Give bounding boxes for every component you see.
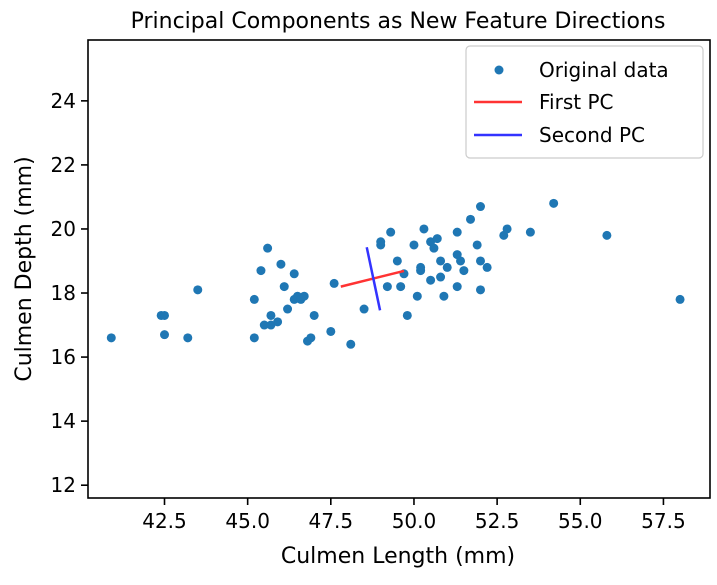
data-point [475, 202, 485, 212]
data-point [426, 275, 436, 285]
legend-label-first-pc: First PC [539, 90, 613, 114]
data-point [482, 262, 492, 272]
data-point [412, 291, 422, 301]
data-point [475, 256, 485, 266]
legend-label-second-pc: Second PC [539, 123, 645, 147]
data-point [276, 259, 286, 269]
data-point [525, 227, 535, 237]
data-point [456, 256, 466, 266]
legend-marker-original-data [494, 65, 504, 75]
x-tick-label: 50.0 [392, 509, 437, 533]
data-point [256, 266, 266, 276]
data-point [160, 330, 170, 340]
data-point [402, 310, 412, 320]
data-point [266, 320, 276, 330]
data-point [106, 333, 116, 343]
data-point [452, 282, 462, 292]
x-axis-label: Culmen Length (mm) [281, 544, 515, 569]
legend-box [465, 45, 704, 159]
legend-label-original-data: Original data [539, 58, 669, 82]
x-tick-label: 42.5 [142, 509, 187, 533]
data-point [329, 278, 339, 288]
data-point [289, 269, 299, 279]
y-tick-label: 22 [51, 153, 76, 177]
data-point [249, 333, 259, 343]
data-point [436, 256, 446, 266]
y-tick-label: 14 [51, 409, 76, 433]
data-point [432, 234, 442, 244]
data-point [299, 291, 309, 301]
y-tick-label: 16 [51, 345, 76, 369]
x-tick-label: 55.0 [558, 509, 603, 533]
data-point [459, 266, 469, 276]
data-point [382, 282, 392, 292]
data-point [249, 294, 259, 304]
data-point [266, 310, 276, 320]
data-point [160, 310, 170, 320]
data-point [273, 317, 283, 327]
data-point [326, 326, 336, 336]
x-axis-ticks: 42.5 45.0 47.5 50.0 52.5 55.0 57.5 [142, 498, 686, 533]
x-tick-label: 47.5 [309, 509, 354, 533]
plot-frame [87, 39, 711, 499]
data-point [386, 227, 396, 237]
data-point [306, 333, 316, 343]
data-point [259, 320, 269, 330]
x-tick-label: 57.5 [641, 509, 686, 533]
y-tick-label: 20 [51, 217, 76, 241]
data-point [475, 285, 485, 295]
data-point [263, 243, 273, 253]
data-point [429, 243, 439, 253]
x-tick-label: 52.5 [475, 509, 520, 533]
legend: Original data First PC Second PC [465, 45, 704, 159]
x-tick-label: 45.0 [225, 509, 270, 533]
data-point [396, 282, 406, 292]
data-point [409, 240, 419, 250]
data-point [283, 304, 293, 314]
pc-lines [340, 246, 405, 311]
data-point [502, 224, 512, 234]
data-point [442, 262, 452, 272]
y-tick-label: 24 [51, 89, 76, 113]
data-point [472, 240, 482, 250]
y-tick-label: 18 [51, 281, 76, 305]
data-point [436, 272, 446, 282]
data-point [279, 282, 289, 292]
data-point [309, 310, 319, 320]
second-pc-line [365, 246, 382, 311]
data-point [466, 214, 476, 224]
data-point [183, 333, 193, 343]
chart-title: Principal Components as New Feature Dire… [131, 9, 666, 34]
data-point [416, 266, 426, 276]
data-point [359, 304, 369, 314]
data-point [193, 285, 203, 295]
y-tick-label: 12 [51, 473, 76, 497]
data-point [602, 230, 612, 240]
y-axis-ticks: 12 14 16 18 20 22 24 [51, 89, 88, 497]
data-point [549, 198, 559, 208]
data-point [346, 339, 356, 349]
data-points [106, 198, 685, 349]
data-point [452, 227, 462, 237]
data-point [439, 291, 449, 301]
data-point [419, 224, 429, 234]
y-axis-label: Culmen Depth (mm) [12, 156, 37, 381]
data-point [392, 256, 402, 266]
data-point [376, 237, 386, 247]
data-point [675, 294, 685, 304]
